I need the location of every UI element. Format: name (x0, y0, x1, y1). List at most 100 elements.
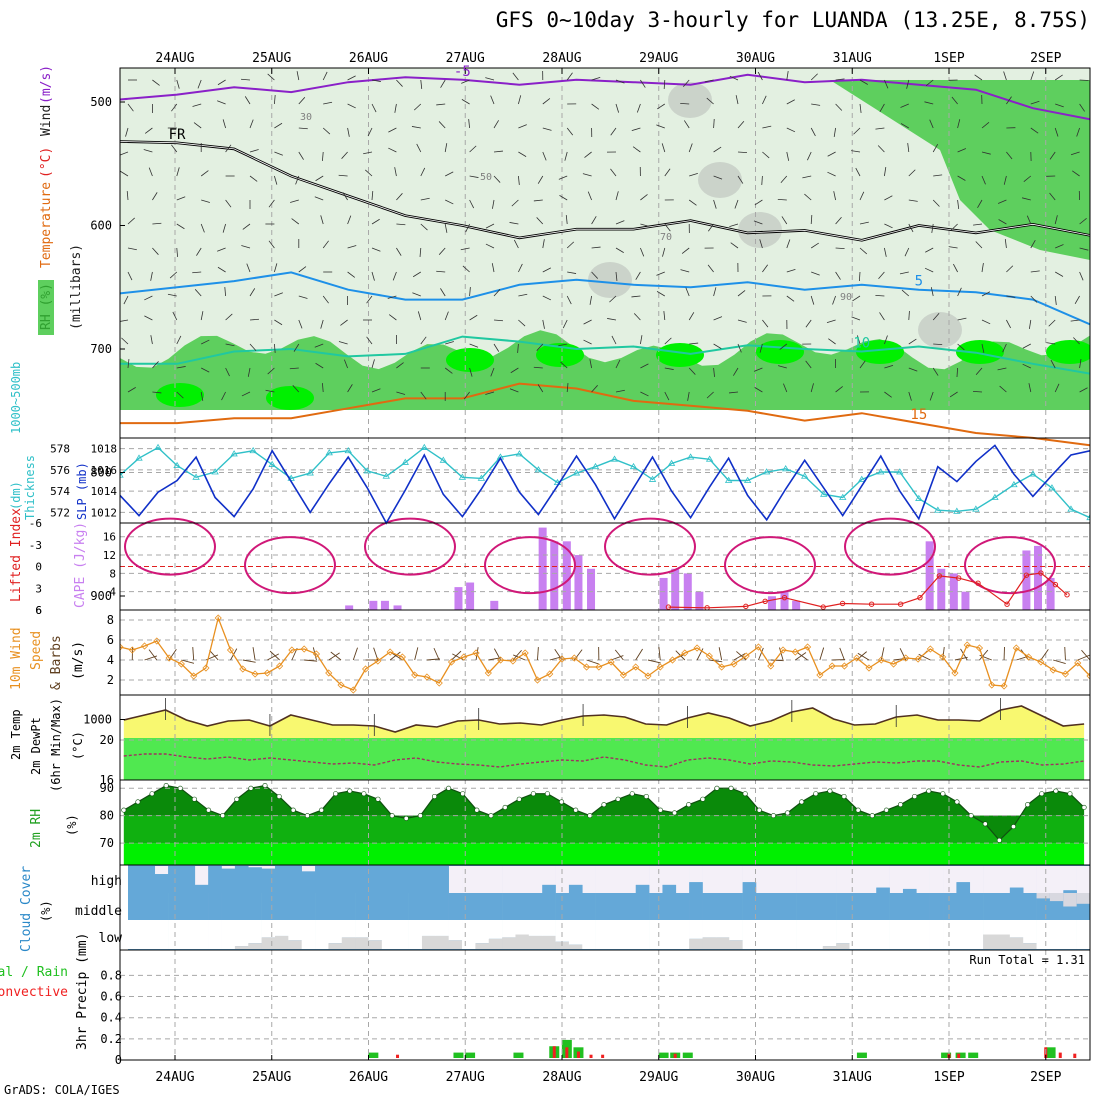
wind10m-barb (537, 647, 539, 661)
wind-barb (289, 367, 299, 370)
wind-barb (828, 338, 836, 345)
cloud-level-label: low (99, 931, 123, 946)
rh2m-tick: 80 (100, 809, 114, 823)
thickness-marker (135, 454, 143, 461)
wind-barb (859, 79, 868, 85)
wind-barb (293, 343, 300, 352)
wind-barb (591, 76, 601, 81)
precip-conv-bar (673, 1053, 677, 1058)
cloud-clear-high (702, 866, 717, 893)
thickness-marker (230, 450, 238, 457)
wind10m-barb (658, 647, 661, 661)
thickness-marker (667, 459, 676, 466)
wind-barb (687, 391, 690, 401)
wind-barb (338, 341, 348, 345)
wind-speed-marker (349, 686, 357, 694)
cloud-high-bar (1063, 890, 1077, 893)
wind-barb (1021, 197, 1031, 201)
wind-barb (493, 343, 500, 352)
wind-barb (591, 103, 600, 110)
rh-50-blob (918, 312, 962, 348)
rh2m-marker (742, 791, 748, 797)
wind10m-barb (918, 653, 931, 661)
wind-barb (144, 315, 153, 321)
wind-barb (542, 319, 545, 329)
slp-panel-ylabel: Thickness (23, 455, 37, 520)
thickness-marker (610, 455, 619, 462)
slp-panel-ylabel: 1000~500mb (9, 362, 23, 434)
top-date-label: 31AUG (833, 51, 872, 66)
wind-barb (981, 291, 991, 297)
wind-barb (615, 247, 624, 253)
cloud-clear-low (929, 920, 944, 949)
cape-tick: 12 (103, 549, 116, 562)
wind-barb (908, 391, 912, 401)
wind-speed-marker (239, 665, 247, 673)
cape-bar (574, 555, 583, 610)
wind-barb (737, 120, 745, 129)
wind-barb (241, 391, 251, 397)
upper-air-ylabel: Wind (39, 105, 54, 136)
wind-barb (1050, 359, 1056, 369)
bottom-date-label: 27AUG (446, 1070, 485, 1085)
wind10m-barb (1081, 649, 1090, 661)
thickness-marker (249, 446, 257, 454)
wind-barb (884, 79, 889, 89)
rh2m-marker (319, 807, 325, 813)
rh2m-marker (587, 813, 593, 819)
rh2m-marker (347, 788, 353, 794)
precip-conv-bar (396, 1054, 400, 1058)
cloud-middle-bar (689, 893, 703, 920)
cloud-low-bar (502, 937, 516, 949)
wind-barb (957, 199, 960, 209)
top-date-label: 27AUG (446, 51, 485, 66)
wind-barb (802, 175, 812, 179)
cloud-high-bar (395, 866, 409, 893)
li-marker (781, 594, 788, 601)
wind-barb (683, 120, 690, 129)
cloud-middle-bar (889, 893, 904, 920)
wind-barb (1006, 319, 1011, 329)
cloud-level-label: middle (75, 904, 122, 919)
wind10m-barb (267, 653, 280, 661)
wind-barb (274, 292, 283, 297)
cloud-clear-high (943, 866, 957, 893)
wind-barb (957, 343, 965, 351)
wind-speed-marker (877, 656, 885, 664)
wind-speed-marker (975, 644, 984, 652)
wind-barb (1006, 265, 1014, 273)
wind-barb (582, 173, 592, 177)
wind-barb (680, 102, 690, 105)
wind-speed-marker (202, 664, 210, 672)
cloud-middle-bar (662, 893, 677, 920)
wind-barb (217, 247, 226, 252)
wind-barb (904, 247, 910, 257)
wind-barb (241, 245, 251, 249)
dry-contour (124, 517, 216, 576)
cloud-ylabel2: (%) (39, 900, 53, 922)
wind10m-barb (352, 647, 358, 661)
cloud-clear-low (662, 920, 677, 949)
cloud-middle-bar (368, 893, 383, 920)
li-marker (897, 601, 904, 607)
wind-barb (371, 79, 381, 82)
cloud-high-bar (274, 866, 289, 893)
precip-legend-conv: Convective (0, 985, 68, 1000)
wind-barb (249, 288, 256, 297)
wind-barb (1030, 295, 1038, 303)
cloud-middle-bar (702, 893, 717, 920)
wind-barb (851, 150, 861, 153)
wind-barb (371, 218, 380, 225)
cloud-clear-low (715, 920, 730, 938)
wind-speed-marker (791, 648, 799, 656)
wind-speed-marker (853, 654, 861, 662)
cloud-low-bar (368, 940, 383, 949)
wind-barb (392, 271, 397, 281)
wind-barb (444, 311, 449, 321)
wind-barb (462, 265, 470, 273)
wind-barb (445, 171, 454, 177)
wind-barb (225, 313, 233, 321)
wind-barb (172, 311, 178, 321)
rh2m-marker (728, 785, 734, 791)
wind-barb (444, 367, 453, 374)
